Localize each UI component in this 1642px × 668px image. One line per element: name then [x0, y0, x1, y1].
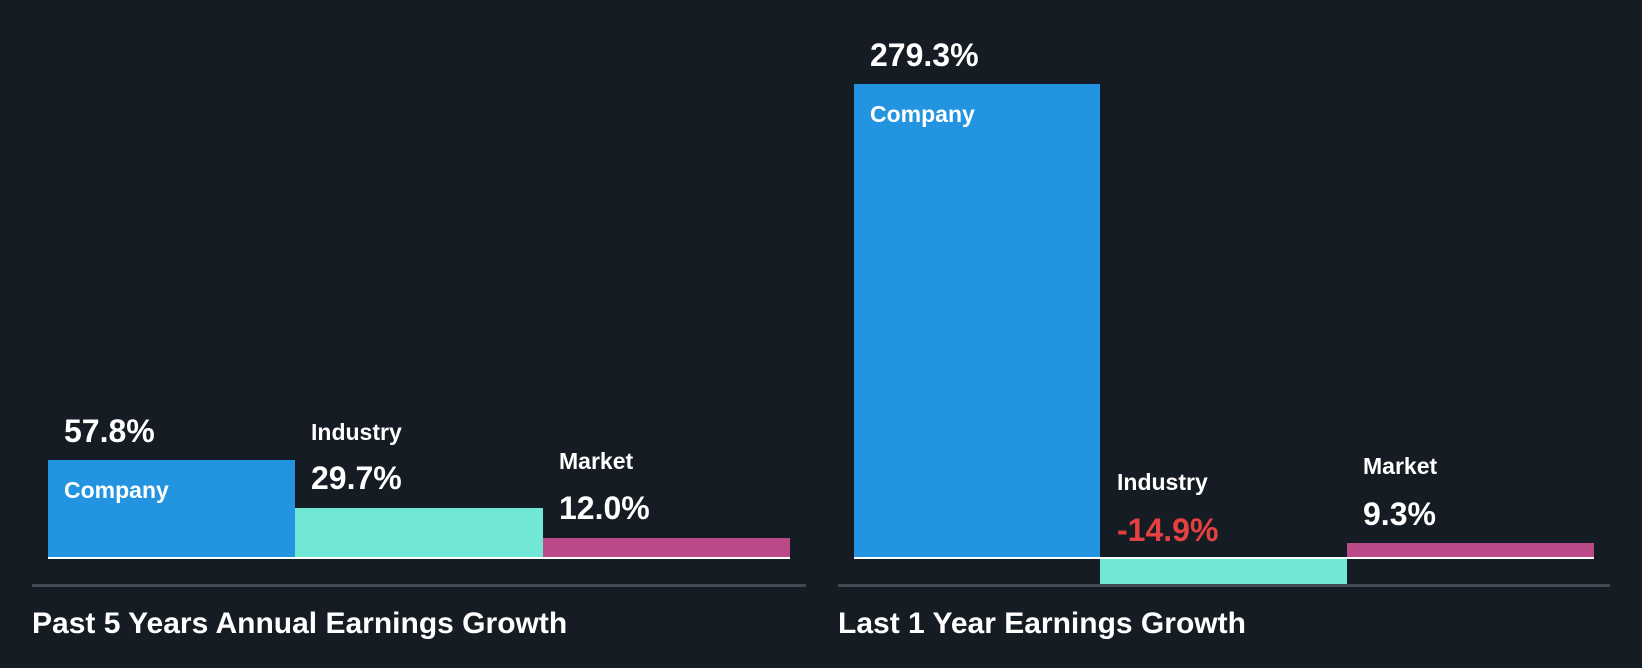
industry-value: -14.9%	[1117, 512, 1219, 548]
company-bar	[854, 84, 1100, 557]
industry-value: 29.7%	[311, 460, 402, 496]
divider	[838, 584, 1610, 587]
market-bar	[1347, 543, 1594, 557]
company-label: Company	[870, 101, 975, 127]
market-value: 9.3%	[1363, 496, 1436, 532]
last-1-year-chart: 279.3% Company Industry -14.9% Market 9.…	[821, 0, 1642, 668]
company-value: 279.3%	[870, 37, 979, 73]
industry-label: Industry	[1117, 469, 1208, 495]
market-label: Market	[559, 448, 634, 474]
zero-axis	[48, 557, 790, 559]
industry-label: Industry	[311, 419, 402, 445]
industry-bar	[1100, 557, 1347, 584]
market-label: Market	[1363, 453, 1438, 479]
chart-title: Past 5 Years Annual Earnings Growth	[32, 607, 568, 640]
divider	[32, 584, 806, 587]
company-bar	[48, 460, 295, 557]
past-5-years-chart: 57.8% Company Industry 29.7% Market 12.0…	[32, 413, 806, 640]
market-value: 12.0%	[559, 490, 650, 526]
company-value: 57.8%	[64, 413, 155, 449]
chart-title: Last 1 Year Earnings Growth	[838, 607, 1246, 640]
market-bar	[543, 538, 790, 557]
industry-bar	[295, 508, 543, 557]
company-label: Company	[64, 477, 169, 503]
zero-axis	[854, 557, 1594, 559]
